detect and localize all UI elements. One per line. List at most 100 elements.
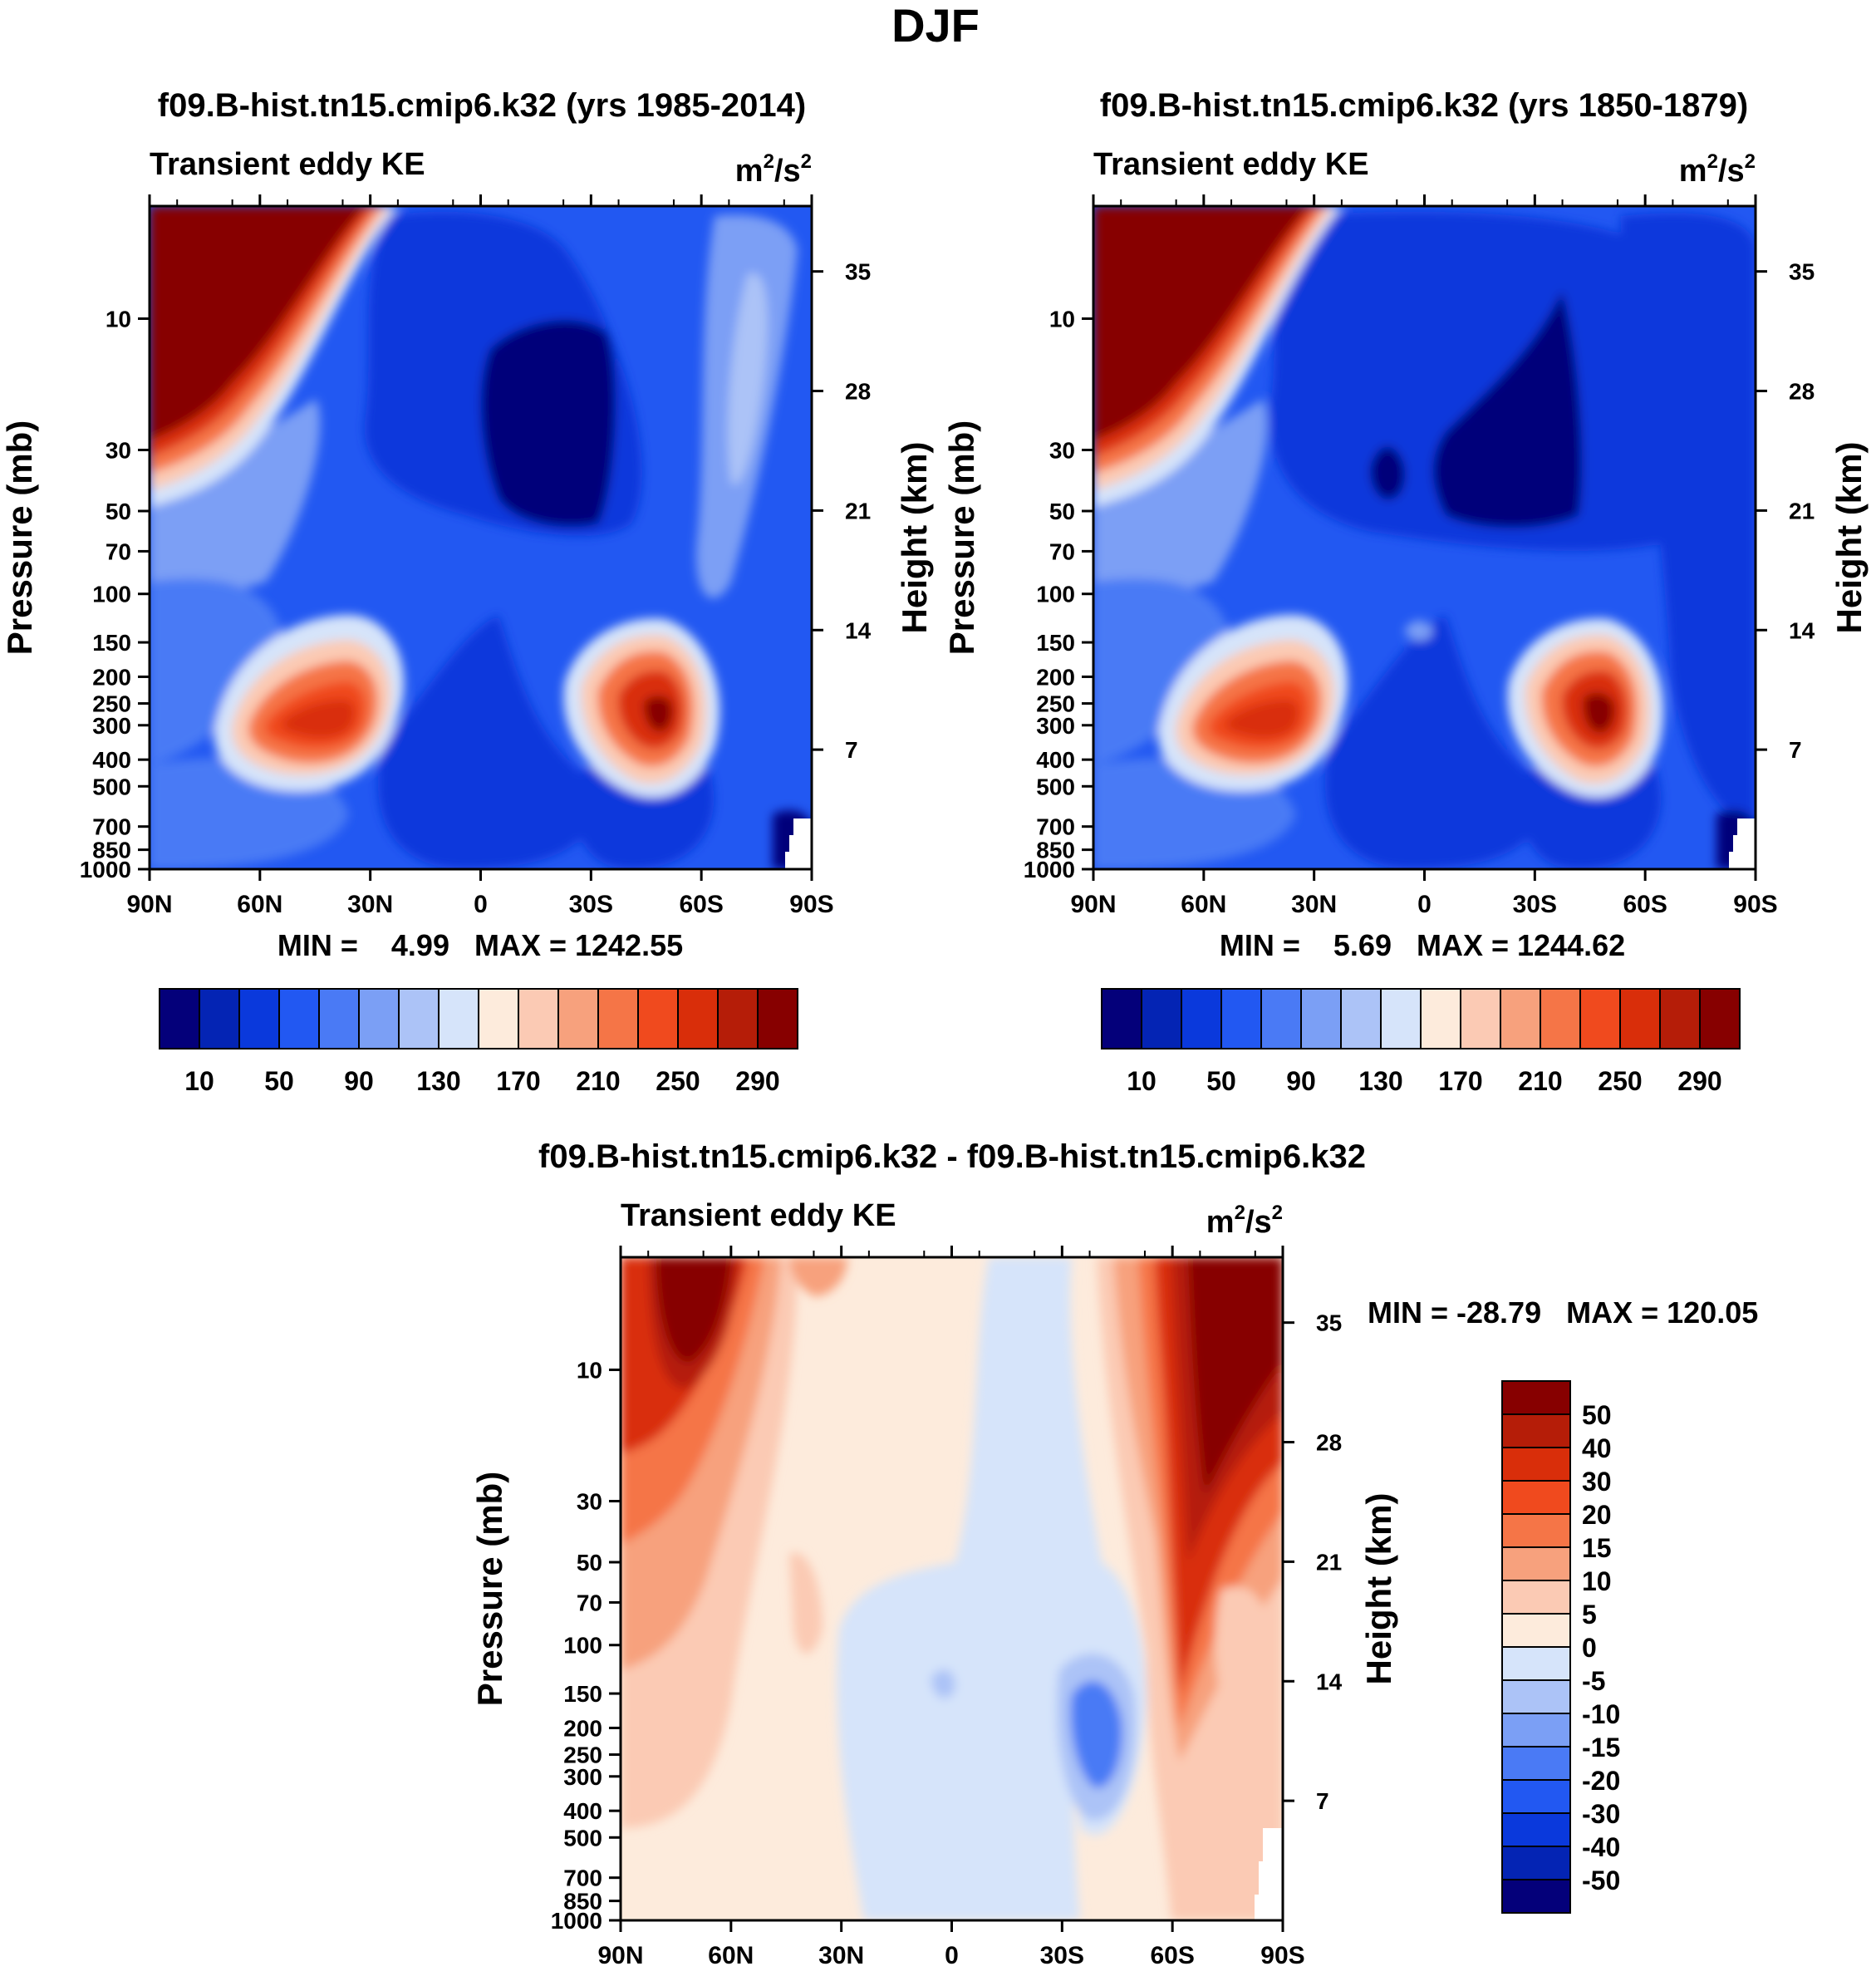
colorbar-label: 250 bbox=[1598, 1066, 1642, 1096]
colorbar-label: 5 bbox=[1582, 1600, 1597, 1630]
x-tick-label: 60S bbox=[679, 891, 723, 918]
panel-c: f09.B-hist.tn15.cmip6.k32 - f09.B-hist.t… bbox=[470, 1138, 1758, 1969]
y-right-tick-label: 35 bbox=[1316, 1310, 1342, 1336]
y-right-tick-label: 21 bbox=[1316, 1549, 1342, 1575]
x-tick-label: 30N bbox=[1291, 891, 1337, 918]
colorbar-swatch bbox=[1501, 1812, 1571, 1847]
panel-a-ylabel-right: Height (km) bbox=[895, 442, 934, 634]
colorbar-label: -30 bbox=[1582, 1799, 1620, 1829]
y-right-tick-label: 35 bbox=[1789, 259, 1815, 285]
x-tick-label: 0 bbox=[1417, 891, 1432, 918]
y-tick-label: 50 bbox=[1049, 499, 1075, 524]
y-tick-label: 250 bbox=[1036, 691, 1075, 717]
panel-c-field bbox=[621, 1257, 1283, 1920]
y-tick-label: 700 bbox=[1036, 814, 1075, 840]
colorbar-swatch bbox=[1501, 1380, 1571, 1415]
y-tick-label: 300 bbox=[563, 1764, 602, 1790]
colorbar-label: -20 bbox=[1582, 1766, 1620, 1796]
colorbar-swatch bbox=[1501, 1480, 1571, 1515]
y-right-tick-label: 21 bbox=[845, 498, 871, 524]
colorbar-swatch bbox=[1501, 1746, 1571, 1781]
colorbar-swatch bbox=[1501, 1713, 1571, 1748]
colorbar-swatch bbox=[159, 988, 200, 1049]
colorbar-swatch bbox=[1340, 988, 1382, 1049]
y-tick-label: 500 bbox=[563, 1825, 602, 1851]
colorbar-label: 50 bbox=[1206, 1066, 1236, 1096]
colorbar-label: 40 bbox=[1582, 1433, 1612, 1463]
colorbar-swatch bbox=[1460, 988, 1501, 1049]
y-tick-label: 850 bbox=[92, 838, 131, 863]
panel-a-units: m2/s2 bbox=[735, 150, 812, 189]
y-tick-label: 10 bbox=[1049, 306, 1075, 332]
panel-c-ylabel-right: Height (km) bbox=[1359, 1493, 1398, 1685]
y-tick-label: 300 bbox=[1036, 713, 1075, 739]
colorbar-label: -15 bbox=[1582, 1733, 1620, 1762]
colorbar-swatch bbox=[1501, 1779, 1571, 1814]
colorbar-label: 210 bbox=[1518, 1066, 1562, 1096]
x-tick-label: 30S bbox=[1513, 891, 1557, 918]
colorbar-swatch bbox=[1500, 988, 1541, 1049]
y-tick-label: 30 bbox=[106, 438, 131, 464]
colorbar-swatch bbox=[238, 988, 280, 1049]
y-right-tick-label: 28 bbox=[845, 379, 871, 405]
colorbar-label: 130 bbox=[1358, 1066, 1402, 1096]
x-tick-label: 0 bbox=[474, 891, 488, 918]
colorbar-label: 15 bbox=[1582, 1533, 1612, 1563]
panel-b-subtitle: Transient eddy KE bbox=[1093, 147, 1369, 182]
colorbar-label: 20 bbox=[1582, 1500, 1612, 1530]
colorbar-label: 90 bbox=[344, 1066, 374, 1096]
colorbar-swatch bbox=[1699, 988, 1741, 1049]
panel-c-units: m2/s2 bbox=[1206, 1202, 1283, 1240]
colorbar-label: 290 bbox=[735, 1066, 779, 1096]
panel-a-axes: 90N 60N 30N 0 30S 60S 90S103050701001502002503… bbox=[80, 194, 872, 918]
colorbar-swatch bbox=[597, 988, 639, 1049]
y-right-tick-label: 7 bbox=[1789, 737, 1802, 763]
y-right-tick-label: 7 bbox=[1316, 1788, 1329, 1814]
colorbar-swatch bbox=[1501, 1413, 1571, 1448]
y-tick-label: 250 bbox=[563, 1743, 602, 1768]
x-tick-label: 60S bbox=[1623, 891, 1667, 918]
y-tick-label: 700 bbox=[563, 1865, 602, 1891]
y-tick-label: 70 bbox=[106, 538, 131, 564]
y-tick-label: 850 bbox=[1036, 838, 1075, 863]
colorbar-swatch bbox=[1659, 988, 1701, 1049]
panel-a: f09.B-hist.tn15.cmip6.k32 (yrs 1985-2014… bbox=[0, 87, 934, 1096]
y-tick-label: 150 bbox=[563, 1681, 602, 1707]
y-tick-label: 300 bbox=[92, 713, 131, 739]
colorbar-swatch bbox=[199, 988, 240, 1049]
colorbar-swatch bbox=[1501, 1447, 1571, 1482]
y-tick-label: 500 bbox=[92, 774, 131, 799]
y-tick-label: 400 bbox=[563, 1798, 602, 1824]
colorbar-swatch bbox=[1501, 1646, 1571, 1681]
colorbar-swatch bbox=[637, 988, 679, 1049]
colorbar-swatch bbox=[1220, 988, 1262, 1049]
x-tick-label: 90N bbox=[1070, 891, 1116, 918]
x-tick-label: 90N bbox=[126, 891, 172, 918]
y-tick-label: 1000 bbox=[551, 1908, 602, 1934]
colorbar-swatch bbox=[1501, 1846, 1571, 1880]
x-tick-label: 0 bbox=[945, 1942, 959, 1969]
panel-b-units: m2/s2 bbox=[1679, 150, 1756, 189]
colorbar-label: 130 bbox=[416, 1066, 460, 1096]
colorbar-swatch bbox=[1501, 1580, 1571, 1615]
colorbar-label: 90 bbox=[1286, 1066, 1316, 1096]
colorbar-label: 0 bbox=[1582, 1633, 1597, 1663]
panel-a-colorbar: 10 50 90 130 170 210 250 290 bbox=[159, 988, 798, 1096]
panel-a-ylabel: Pressure (mb) bbox=[0, 420, 39, 655]
panel-c-axes: 90N 60N 30N 0 30S 60S 90S103050701001502002503… bbox=[551, 1246, 1343, 1969]
colorbar-label: 50 bbox=[264, 1066, 294, 1096]
colorbar-label: 170 bbox=[496, 1066, 540, 1096]
colorbar-swatch bbox=[1420, 988, 1461, 1049]
panel-b-ylabel: Pressure (mb) bbox=[942, 420, 981, 655]
y-tick-label: 500 bbox=[1036, 774, 1075, 799]
colorbar-swatch bbox=[518, 988, 559, 1049]
y-tick-label: 850 bbox=[563, 1889, 602, 1915]
y-right-tick-label: 14 bbox=[1316, 1669, 1343, 1694]
colorbar-label: 250 bbox=[656, 1066, 700, 1096]
colorbar-swatch bbox=[1501, 1546, 1571, 1581]
colorbar-swatch bbox=[1141, 988, 1182, 1049]
y-tick-label: 100 bbox=[563, 1633, 602, 1659]
colorbar-label: 10 bbox=[1582, 1566, 1612, 1596]
panel-c-subtitle: Transient eddy KE bbox=[621, 1198, 896, 1233]
